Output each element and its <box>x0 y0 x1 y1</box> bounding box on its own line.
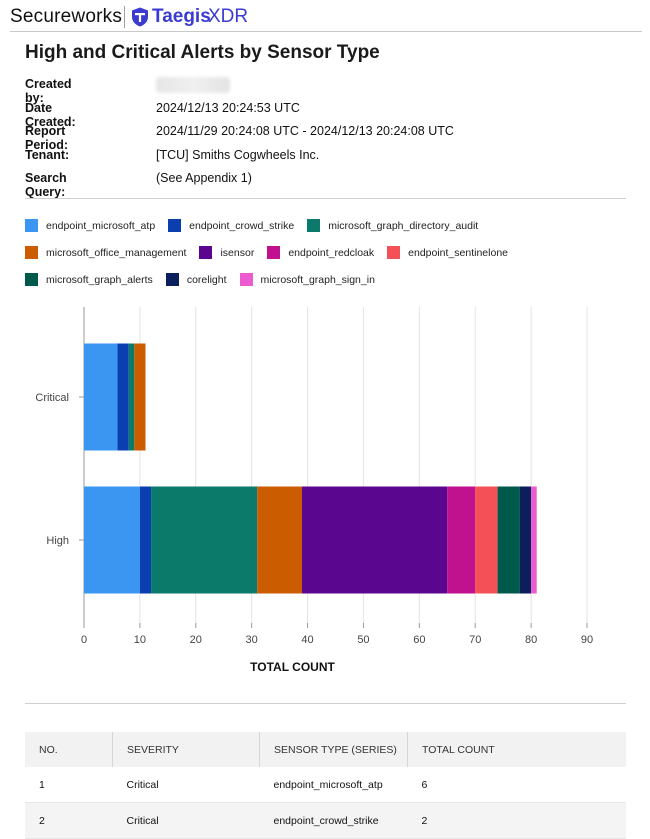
meta-label: Date Created: <box>25 100 76 129</box>
legend-label: microsoft_graph_directory_audit <box>328 219 479 232</box>
meta-label: Search Query: <box>25 171 67 199</box>
table-header-row: NO. SEVERITY SENSOR TYPE (SERIES) TOTAL … <box>25 732 626 767</box>
bar-segment-endpoint_redcloak <box>447 486 476 594</box>
legend-row: microsoft_office_management isensor endp… <box>25 239 635 266</box>
legend-item: endpoint_crowd_strike <box>168 219 294 232</box>
legend-row: endpoint_microsoft_atp endpoint_crowd_st… <box>25 212 635 239</box>
legend-swatch <box>199 246 213 259</box>
report-title: High and Critical Alerts by Sensor Type <box>25 42 380 63</box>
bar-segment-microsoft_office_management <box>134 343 146 451</box>
x-tick-label: 10 <box>134 634 146 646</box>
bar-segment-isensor <box>301 486 448 594</box>
legend-swatch <box>25 219 38 232</box>
legend-item: endpoint_sentinelone <box>387 246 508 259</box>
legend-item: microsoft_graph_sign_in <box>239 273 375 286</box>
taegis-logo-text: Taegis <box>152 6 211 27</box>
x-tick-label: 80 <box>525 634 537 646</box>
chart-legend: endpoint_microsoft_atp endpoint_crowd_st… <box>25 212 635 293</box>
bar-segment-microsoft_graph_directory_audit <box>128 343 135 451</box>
legend-label: corelight <box>186 273 227 286</box>
legend-item: corelight <box>165 273 227 286</box>
x-tick-label: 70 <box>469 634 481 646</box>
legend-row: microsoft_graph_alerts corelight microso… <box>25 266 635 293</box>
legend-swatch <box>25 246 38 259</box>
meta-value: 2024/11/29 20:24:08 UTC - 2024/12/13 20:… <box>156 124 454 138</box>
legend-label: endpoint_sentinelone <box>408 246 508 259</box>
meta-value: [TCU] Smiths Cogwheels Inc. <box>156 147 320 162</box>
meta-value: 2024/12/13 20:24:53 UTC <box>156 100 300 115</box>
table-cell: 2 <box>25 802 113 839</box>
table-cell: 6 <box>407 767 626 803</box>
meta-label: Report Period: <box>25 124 69 152</box>
legend-label: isensor <box>220 246 255 259</box>
meta-label: Tenant: <box>25 147 70 162</box>
table-cell: endpoint_microsoft_atp <box>259 767 408 803</box>
bar-segment-endpoint_microsoft_atp <box>84 486 140 594</box>
legend-label: endpoint_microsoft_atp <box>46 219 156 232</box>
legend-item: microsoft_graph_directory_audit <box>307 219 478 232</box>
x-axis-title: TOTAL COUNT <box>250 660 335 674</box>
column-header: SENSOR TYPE (SERIES) <box>259 732 408 767</box>
y-tick-label: Critical <box>35 392 69 404</box>
table-row: 2 Critical endpoint_crowd_strike 2 <box>25 802 626 839</box>
legend-item: isensor <box>199 246 254 259</box>
column-header: NO. <box>25 732 113 767</box>
column-header: SEVERITY <box>112 732 260 767</box>
x-tick-label: 20 <box>190 634 202 646</box>
secureworks-logo: Secureworks <box>10 6 123 27</box>
stacked-bar-chart: 0 10 20 30 40 50 60 70 80 90 Critical High TOTAL COU… <box>35 307 593 674</box>
x-tick-label: 30 <box>246 634 258 646</box>
section-divider <box>25 703 626 704</box>
legend-swatch <box>267 246 281 259</box>
bar-segment-microsoft_office_management <box>257 486 302 594</box>
legend-label: microsoft_graph_sign_in <box>260 273 375 286</box>
legend-label: microsoft_office_management <box>46 246 187 259</box>
legend-label: microsoft_graph_alerts <box>46 273 153 286</box>
header-divider <box>124 6 125 28</box>
legend-swatch <box>168 219 182 232</box>
legend-swatch <box>239 273 253 286</box>
legend-swatch <box>307 219 321 232</box>
bar-segment-endpoint_sentinelone <box>475 486 498 594</box>
section-divider <box>25 198 626 199</box>
report-header: Secureworks Taegis XDR <box>0 0 650 32</box>
taegis-xdr-text: XDR <box>208 6 249 27</box>
table-cell: 1 <box>25 767 113 803</box>
bar-segment-endpoint_microsoft_atp <box>84 343 118 451</box>
bar-segment-microsoft_graph_alerts <box>497 486 520 594</box>
legend-item: microsoft_office_management <box>25 246 186 259</box>
table-cell: endpoint_crowd_strike <box>259 802 408 839</box>
x-tick-label: 0 <box>81 634 87 646</box>
alerts-table: NO. SEVERITY SENSOR TYPE (SERIES) TOTAL … <box>25 732 626 839</box>
bar-segment-microsoft_graph_sign_in <box>531 486 537 594</box>
legend-label: endpoint_redcloak <box>288 246 375 259</box>
x-tick-label: 60 <box>413 634 425 646</box>
x-tick-label: 40 <box>301 634 313 646</box>
bar-segment-endpoint_crowd_strike <box>117 343 129 451</box>
column-header: TOTAL COUNT <box>407 732 626 767</box>
legend-item: microsoft_graph_alerts <box>25 273 153 286</box>
table-cell: Critical <box>112 767 260 803</box>
redacted-creator <box>156 77 230 93</box>
table-row: 1 Critical endpoint_microsoft_atp 6 <box>25 767 626 803</box>
legend-swatch <box>387 246 401 259</box>
table-cell: Critical <box>112 802 260 839</box>
legend-item: endpoint_microsoft_atp <box>25 219 155 232</box>
legend-swatch <box>25 273 38 286</box>
x-tick-label: 50 <box>357 634 369 646</box>
meta-value: (See Appendix 1) <box>156 171 252 185</box>
legend-swatch <box>165 273 179 286</box>
legend-label: endpoint_crowd_strike <box>189 219 295 232</box>
table-cell: 2 <box>407 802 626 839</box>
legend-item: endpoint_redcloak <box>267 246 374 259</box>
taegis-shield-icon <box>132 7 148 27</box>
bar-segment-endpoint_crowd_strike <box>139 486 152 594</box>
bar-segment-microsoft_graph_directory_audit <box>151 486 258 594</box>
meta-label: Created by: <box>25 77 72 105</box>
y-tick-label: High <box>46 535 69 547</box>
x-tick-label: 90 <box>581 634 593 646</box>
bar-segment-corelight <box>519 486 532 594</box>
header-rule <box>10 31 642 32</box>
